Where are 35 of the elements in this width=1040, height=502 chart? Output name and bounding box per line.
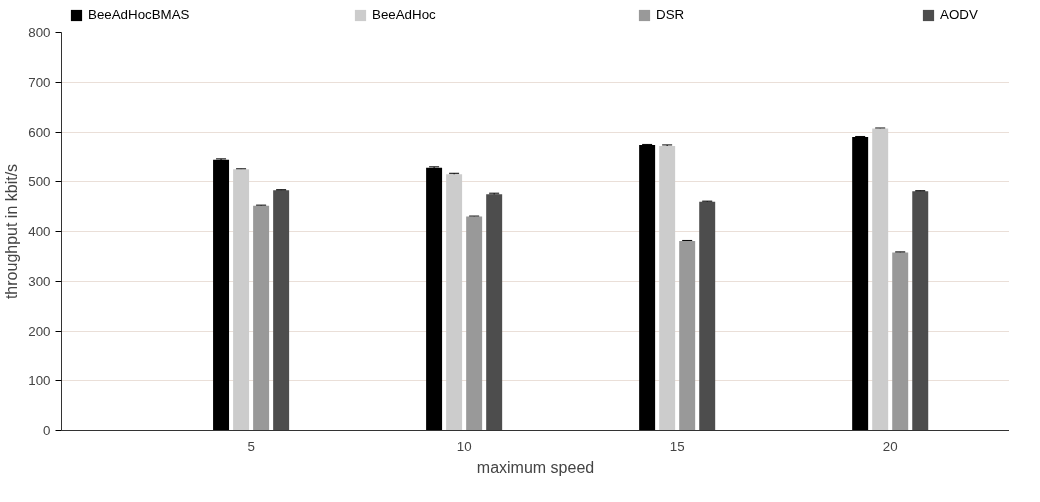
- y-tick-label: 0: [43, 423, 51, 438]
- bar: [486, 194, 503, 431]
- bar: [639, 144, 656, 431]
- x-tick-label: 10: [456, 438, 472, 454]
- legend-label: AODV: [940, 7, 979, 22]
- bar: [679, 240, 696, 431]
- bar: [659, 145, 676, 431]
- bar: [466, 216, 483, 431]
- legend-label: BeeAdHoc: [372, 7, 437, 22]
- bar: [426, 167, 443, 431]
- x-tick-label: 5: [247, 438, 255, 454]
- y-tick-label: 600: [28, 124, 51, 140]
- bar: [892, 252, 909, 431]
- bar: [912, 191, 929, 431]
- bar: [446, 174, 463, 431]
- bar: [233, 169, 250, 431]
- y-tick-label: 100: [28, 373, 51, 389]
- bar: [213, 159, 230, 431]
- bar: [699, 201, 716, 431]
- y-tick-label: 800: [28, 25, 51, 40]
- bar: [872, 128, 889, 431]
- x-tick-label: 15: [669, 438, 685, 454]
- bar: [273, 190, 290, 431]
- y-tick-label: 500: [28, 174, 51, 190]
- y-tick-label: 700: [28, 74, 51, 90]
- legend-label: DSR: [656, 7, 686, 22]
- x-axis-title: maximum speed: [476, 458, 595, 476]
- bar: [253, 205, 270, 431]
- bar: [852, 136, 869, 431]
- y-tick-label: 400: [28, 224, 51, 239]
- y-tick-label: 300: [28, 273, 51, 289]
- legend-label: BeeAdHocBMAS: [88, 7, 191, 22]
- x-tick-label: 20: [882, 438, 898, 454]
- y-tick-label: 200: [28, 323, 51, 339]
- y-axis-title: throughput in kbit/s: [3, 163, 21, 300]
